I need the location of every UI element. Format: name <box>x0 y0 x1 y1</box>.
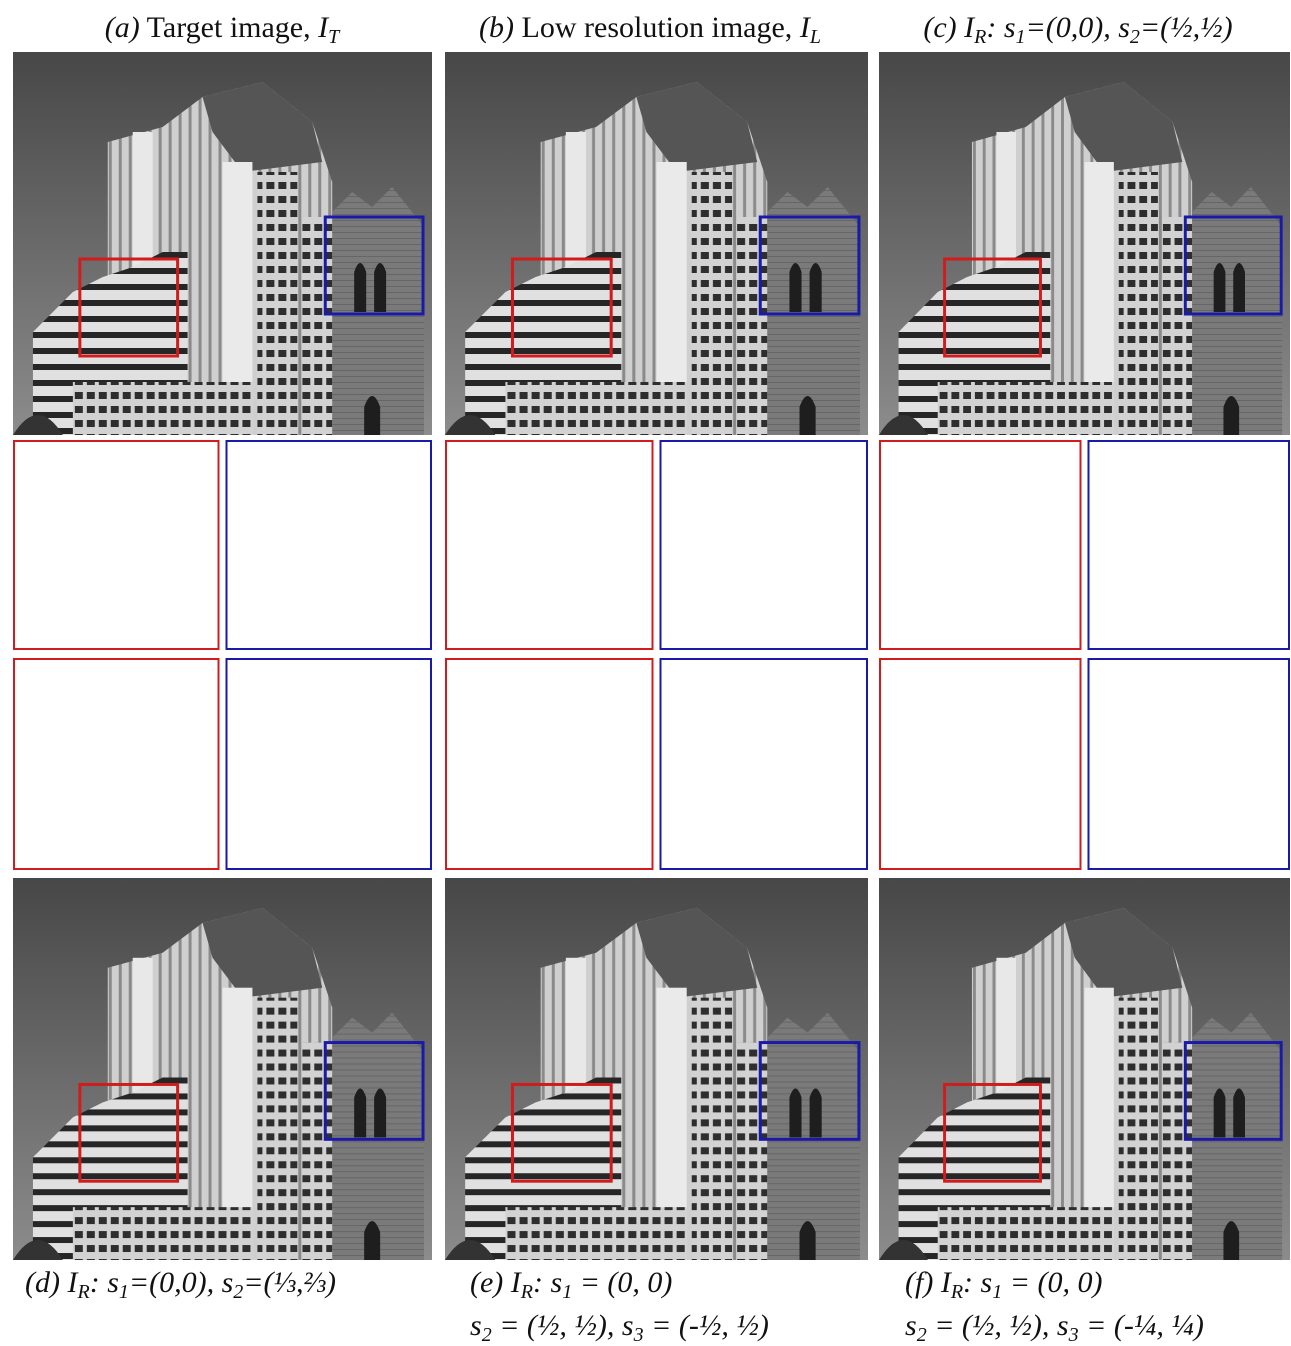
inset-border <box>1089 659 1290 869</box>
photo-content <box>445 52 868 435</box>
caption: s2 = (½, ½), s3 = (-¼, ¼) <box>905 1309 1204 1346</box>
caption-text: (f) I <box>905 1266 953 1299</box>
caption-text: = (-¼, ¼) <box>1079 1309 1204 1342</box>
caption-text: (c) I <box>923 11 976 44</box>
photo <box>13 52 432 435</box>
subscript: R <box>973 26 986 48</box>
caption-text: =(0,0), s <box>129 1266 233 1299</box>
caption-text: = (0, 0) <box>572 1266 672 1299</box>
subscript: 2 <box>917 1324 927 1346</box>
inset-border <box>14 659 219 869</box>
subscript: 1 <box>1016 26 1026 48</box>
inset-border <box>227 659 432 869</box>
photo <box>13 878 432 1260</box>
caption-text: = (½, ½), s <box>927 1309 1069 1342</box>
caption-text: = (-½, ½) <box>644 1309 769 1342</box>
page: {"captions": [ {"lines": [[{"i": "(a)"},… <box>0 0 1291 1346</box>
subscript: 1 <box>119 1281 129 1303</box>
caption-text: = (0, 0) <box>1002 1266 1102 1299</box>
inset-border <box>446 441 653 649</box>
caption-text: =(½,½) <box>1140 11 1233 44</box>
caption-text: (b) <box>479 11 514 44</box>
caption: (b) Low resolution image, IL <box>479 11 821 48</box>
caption-text: : s <box>986 11 1015 44</box>
caption: (f) IR: s1 = (0, 0) <box>905 1266 1102 1303</box>
caption-text: = (½, ½), s <box>492 1309 634 1342</box>
photo <box>445 52 868 435</box>
photo-content <box>879 878 1290 1260</box>
inset-border <box>880 441 1081 649</box>
figure: (a) Target image, IT (b) Low resolution i… <box>0 0 1291 1346</box>
inset-border <box>1089 441 1290 649</box>
caption-text: =(0,0), s <box>1026 11 1130 44</box>
caption: s2 = (½, ½), s3 = (-½, ½) <box>470 1309 769 1346</box>
caption-text: : s <box>90 1266 119 1299</box>
photo <box>879 878 1290 1260</box>
caption-text: (a) <box>105 11 140 44</box>
subscript: 2 <box>482 1324 492 1346</box>
caption-text: (e) I <box>470 1266 523 1299</box>
caption-text: =(⅓,⅔) <box>243 1266 336 1299</box>
photo-content <box>13 878 432 1260</box>
caption: (c) IR: s1=(0,0), s2=(½,½) <box>923 11 1232 48</box>
inset-border <box>661 441 868 649</box>
caption-text: Low resolution image, <box>514 11 800 44</box>
inset-border <box>14 441 219 649</box>
caption: (a) Target image, IT <box>105 11 341 48</box>
subscript: R <box>950 1281 963 1303</box>
subscript: 1 <box>562 1281 572 1303</box>
photo-content <box>879 52 1290 435</box>
subscript: R <box>76 1281 89 1303</box>
inset-border <box>661 659 868 869</box>
photo <box>445 878 868 1260</box>
subscript: R <box>520 1281 533 1303</box>
caption: (e) IR: s1 = (0, 0) <box>470 1266 672 1303</box>
subscript: L <box>809 26 821 48</box>
caption-text: : s <box>533 1266 562 1299</box>
subscript: 1 <box>992 1281 1002 1303</box>
subscript: 3 <box>1068 1324 1079 1346</box>
photo-content <box>13 52 432 435</box>
caption-text: : s <box>963 1266 992 1299</box>
caption-text: Target image, <box>140 11 318 44</box>
inset-border <box>227 441 432 649</box>
subscript: 2 <box>233 1281 243 1303</box>
caption-text: s <box>470 1309 482 1342</box>
inset-border <box>880 659 1081 869</box>
photo <box>879 52 1290 435</box>
subscript: T <box>328 26 341 48</box>
subscript: 2 <box>1130 26 1140 48</box>
subscript: 3 <box>633 1324 644 1346</box>
photo-content <box>445 878 868 1260</box>
caption-text: (d) I <box>25 1266 79 1299</box>
caption: (d) IR: s1=(0,0), s2=(⅓,⅔) <box>25 1266 336 1303</box>
caption-text: s <box>905 1309 917 1342</box>
inset-border <box>446 659 653 869</box>
